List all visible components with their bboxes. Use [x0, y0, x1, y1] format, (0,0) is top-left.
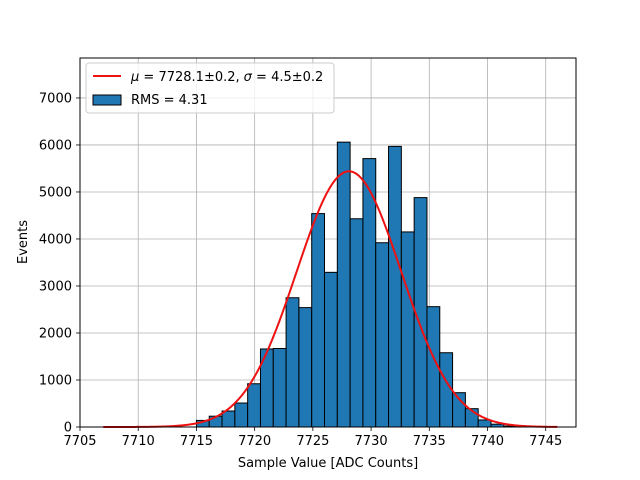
y-tick-label-1: 1000 [39, 373, 72, 388]
legend-box [85, 62, 335, 114]
y-tick-label-6: 6000 [39, 138, 72, 153]
x-tick-label-7: 7740 [471, 434, 504, 449]
histogram-bar-9 [311, 213, 326, 428]
legend-mu-value: 7728.1±0.2, [158, 70, 239, 85]
histogram-bar-4 [247, 383, 261, 428]
histogram-bar-10 [324, 271, 338, 428]
x-axis-title: Sample Value [ADC Counts] [238, 456, 418, 471]
legend-rms-label: RMS = 4.31 [131, 93, 208, 108]
x-tick-label-8: 7745 [529, 434, 562, 449]
x-tick-label-6: 7735 [413, 434, 446, 449]
plot-frame [79, 57, 577, 428]
y-tick-label-0: 0 [64, 421, 72, 436]
histogram-bar-2 [221, 410, 236, 428]
histogram-bar-3 [234, 402, 249, 428]
x-tick-label-4: 7725 [296, 434, 329, 449]
histogram-bar-15 [388, 145, 402, 428]
histogram-bar-6 [272, 347, 287, 428]
histogram-bar-14 [375, 242, 390, 428]
x-tick-label-1: 7710 [122, 434, 155, 449]
x-tick-label-3: 7720 [238, 434, 271, 449]
legend-fit-label: μ = 7728.1±0.2, σ = 4.5±0.2 [130, 70, 323, 85]
x-tick-label-5: 7730 [355, 434, 388, 449]
y-axis-ticks: 0 1000 2000 3000 4000 5000 6000 7000 [39, 91, 80, 436]
histogram-bar-12 [349, 218, 364, 428]
histogram-bar-16 [400, 231, 415, 428]
x-tick-label-2: 7715 [180, 434, 213, 449]
gaussian-fit-curve [103, 170, 558, 428]
legend-sigma-equals: = [252, 70, 271, 85]
legend-bar-swatch [92, 94, 122, 106]
y-tick-label-4: 4000 [39, 232, 72, 247]
legend-mu-symbol: μ [130, 70, 139, 85]
legend: μ = 7728.1±0.2, σ = 4.5±0.2 RMS = 4.31 [85, 62, 335, 114]
legend-sigma-value: 4.5±0.2 [271, 70, 323, 85]
legend-sigma-symbol: σ [244, 70, 253, 85]
histogram-bar-7 [285, 297, 300, 428]
y-tick-label-3: 3000 [39, 279, 72, 294]
histogram-bar-22 [477, 419, 492, 428]
y-tick-label-7: 7000 [39, 91, 72, 106]
x-tick-label-0: 7705 [63, 434, 96, 449]
legend-mu-equals: = [139, 70, 158, 85]
x-axis-ticks: 7705 7710 7715 7720 7725 7730 7735 7740 7745 [63, 427, 562, 449]
histogram-bar-8 [298, 307, 313, 428]
y-tick-label-5: 5000 [39, 185, 72, 200]
y-axis-title: Events [16, 220, 31, 264]
histogram-bar-11 [336, 141, 351, 428]
histogram-bars [195, 141, 518, 428]
y-tick-label-2: 2000 [39, 326, 72, 341]
